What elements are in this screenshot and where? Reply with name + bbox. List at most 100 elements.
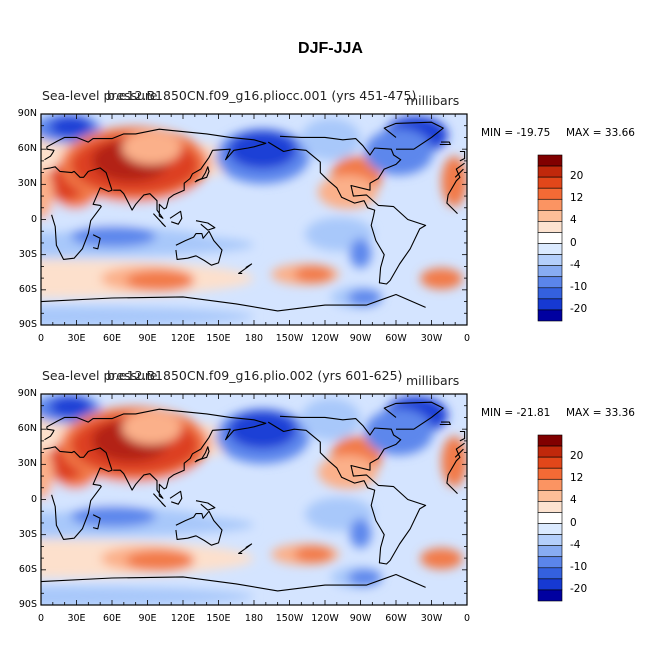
lat-label-1-5: 60S (18, 283, 37, 295)
colorbar-swatch-11 (537, 276, 563, 289)
colorbar-swatch-3 (537, 467, 563, 480)
lon-label-2-7: 150W (275, 613, 304, 624)
coastline-9 (195, 220, 216, 231)
colorbar-swatch-9 (537, 254, 563, 266)
lon-label-2-0: 0 (37, 613, 45, 624)
panel-2-min: MIN = -21.81 (481, 407, 551, 419)
field-shading-2 (41, 394, 467, 605)
lon-label-2-6: 180 (244, 613, 264, 624)
colorbar-swatch-6 (537, 501, 563, 513)
coastline-6 (92, 514, 101, 530)
contour-shade-20 (364, 408, 433, 456)
colorbar-swatch-12 (537, 287, 563, 300)
colorbar-swatch-6 (537, 221, 563, 233)
lon-label-2-2: 60E (102, 613, 122, 624)
coastline-5 (194, 446, 210, 463)
coastline-9 (195, 500, 216, 511)
colorbar-swatch-7 (537, 512, 563, 524)
contour-shade-32 (420, 548, 463, 570)
colorbar-swatch-13 (537, 298, 563, 311)
colorbar-swatch-14 (537, 589, 563, 602)
colorbar-label-2-5: -10 (570, 560, 588, 573)
colorbar-swatch-14 (537, 309, 563, 322)
coastline-5 (194, 166, 210, 183)
colorbar-swatch-1 (537, 445, 563, 458)
panel-2-case-name: b.e12.B1850CN.f09_g16.plio.002 (yrs 601-… (107, 368, 403, 383)
panel-1-units: millibars (406, 93, 460, 108)
contour-shade-13 (121, 130, 182, 165)
contour-shade-29 (294, 545, 333, 563)
colorbar-label-1-6: -20 (570, 302, 588, 315)
panel-2-max: MAX = 33.36 (566, 407, 635, 419)
colorbar-label-1-3: 0 (570, 236, 577, 249)
coastline-12 (439, 141, 451, 146)
lon-label-2-12: 0 (463, 613, 471, 624)
contour-shade-27 (126, 270, 195, 292)
colorbar-swatch-4 (537, 478, 563, 491)
contour-shade-23 (70, 225, 157, 247)
lon-label-1-7: 150W (275, 333, 304, 344)
contour-shade-20 (364, 128, 433, 176)
lat-label-1-6: 90S (18, 319, 37, 330)
lon-label-2-8: 120W (311, 613, 339, 624)
coastline-2 (267, 415, 427, 565)
colorbar-swatch-8 (537, 523, 563, 535)
lat-label-2-0: 90N (17, 388, 37, 399)
contour-shade-27 (126, 550, 195, 572)
coastline-10 (238, 263, 253, 274)
colorbar-swatch-7 (537, 232, 563, 244)
coastline-4 (41, 573, 426, 592)
contour-shade-33 (121, 588, 216, 605)
panel-1-min: MIN = -19.75 (481, 127, 551, 139)
panel-1-case-name: b.e12.B1850CN.f09_g16.pliocc.001 (yrs 45… (107, 88, 417, 103)
coastline-3 (383, 401, 444, 430)
contour-shade-13 (121, 410, 182, 445)
coastline-8 (169, 490, 183, 505)
coastline-0 (43, 128, 465, 260)
lat-label-2-1: 60N (17, 423, 37, 435)
lon-label-2-4: 120E (170, 613, 196, 624)
contour-shade-15 (228, 410, 297, 449)
colorbar-swatch-8 (537, 243, 563, 255)
colorbar-label-1-1: 12 (570, 192, 584, 205)
colorbar-label-2-3: 0 (570, 516, 577, 529)
lon-label-1-4: 120E (170, 333, 196, 344)
coastline-11 (459, 430, 466, 442)
contour-shade-23 (70, 505, 157, 527)
contour-shade-6 (49, 396, 93, 418)
coastline-7 (152, 213, 166, 228)
contour-shade-15 (228, 130, 297, 169)
colorbar-label-2-2: 4 (570, 494, 577, 507)
coastline-0 (43, 408, 465, 540)
map-panel-2 (40, 393, 468, 606)
lat-label-2-6: 90S (18, 599, 37, 610)
contour-shade-9 (41, 448, 54, 500)
contour-shade-31 (347, 569, 382, 587)
coastline-1 (175, 230, 223, 266)
contour-shade-18 (317, 175, 378, 209)
colorbar-label-1-4: -4 (570, 258, 581, 271)
contour-shade-29 (294, 265, 333, 283)
contour-shade-6 (49, 116, 93, 138)
lon-label-1-3: 90E (138, 333, 157, 344)
colorbar-swatch-10 (537, 265, 563, 278)
contour-shade-9 (41, 168, 54, 220)
lon-label-2-11: 30W (420, 613, 443, 624)
contour-shade-16 (300, 118, 361, 161)
colorbar-swatch-5 (537, 210, 563, 222)
colorbar-label-1-5: -10 (570, 280, 588, 293)
coastline-6 (92, 234, 101, 250)
colorbar-panel-2 (537, 434, 563, 602)
contour-shade-33 (121, 308, 216, 325)
coastline-2 (267, 135, 427, 285)
contour-shade-21 (441, 156, 467, 207)
contour-shade-25 (349, 238, 372, 269)
field-shading-1 (41, 114, 467, 325)
lon-label-2-5: 150E (206, 613, 231, 624)
lon-label-2-10: 60W (385, 613, 407, 624)
lat-label-1-3: 0 (30, 213, 37, 225)
colorbar-panel-1 (537, 154, 563, 322)
colorbar-swatch-13 (537, 578, 563, 591)
lon-label-1-8: 120W (311, 333, 339, 344)
lat-label-1-1: 60N (17, 143, 37, 155)
